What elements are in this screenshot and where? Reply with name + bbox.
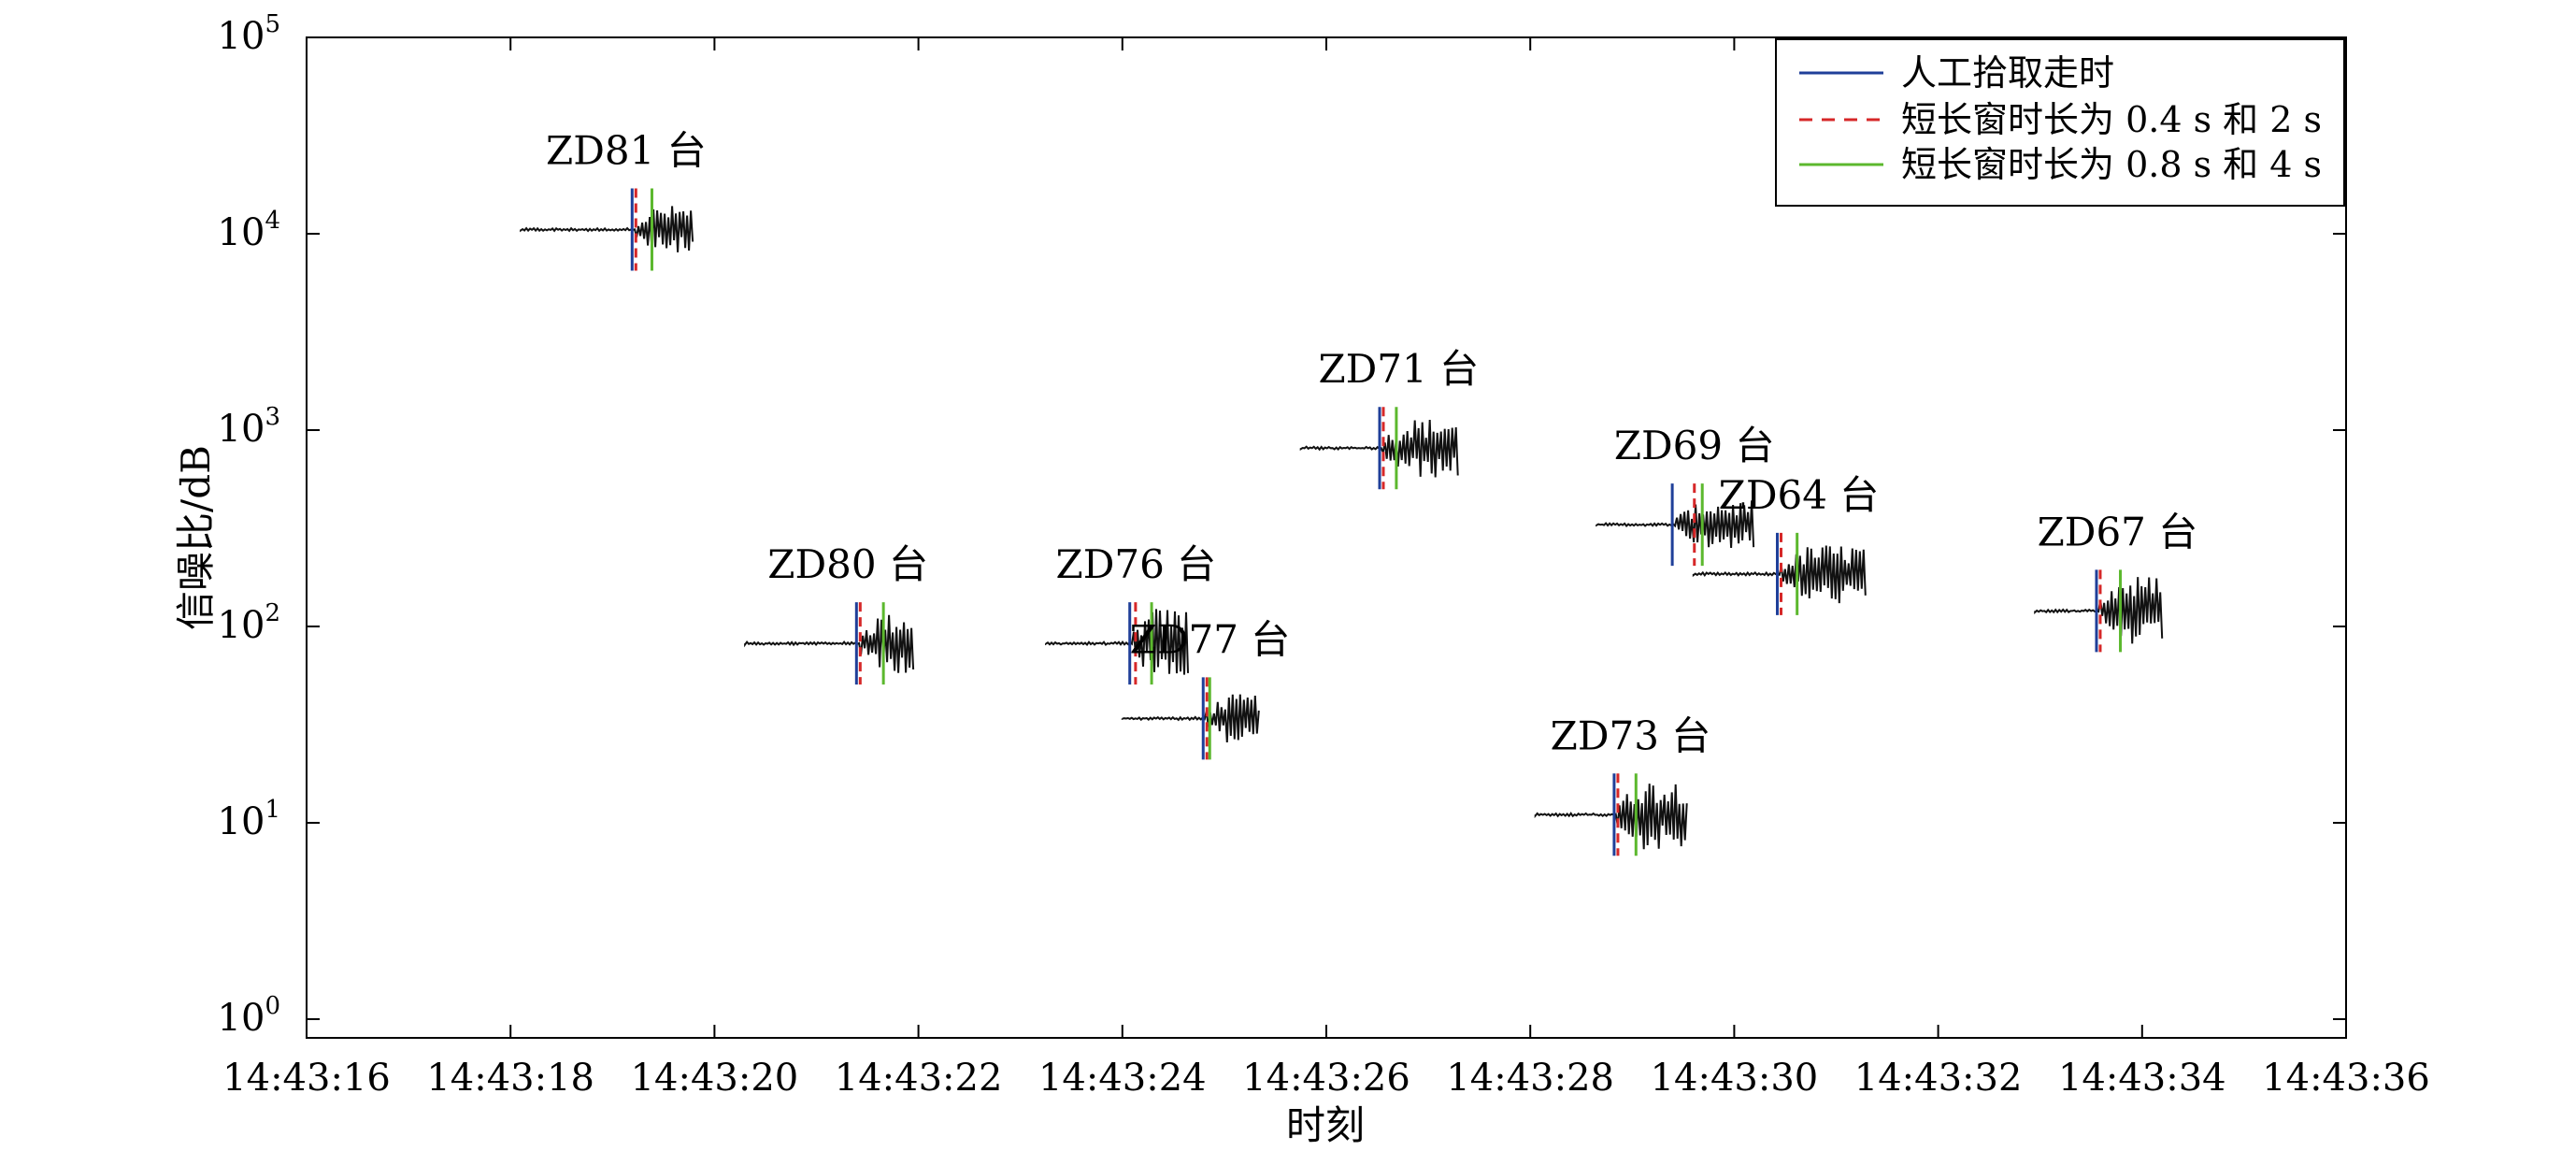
x-tick-label: 14:43:28: [1446, 1057, 1614, 1100]
y-axis-title: 信噪比/dB: [173, 445, 219, 630]
axis-ticks: 14:43:16 14:43:18 14:43:20 14:43:22 14:43:24…: [218, 10, 2430, 1100]
y-tick-label: 100: [218, 992, 280, 1040]
x-tick-label: 14:43:30: [1651, 1057, 1819, 1100]
station-label: ZD81 台: [546, 128, 707, 174]
legend-label-sta08: 短长窗时长为 0.8 s 和 4 s: [1901, 144, 2322, 185]
station-label: ZD69 台: [1614, 423, 1775, 468]
y-tick-label: 104: [218, 207, 280, 254]
station-waveforms: [520, 206, 2164, 850]
legend-box: [1775, 38, 2345, 207]
station-labels: ZD81 台 ZD80 台 ZD76 台 ZD77 台 ZD71 台 ZD73 台 ZD69…: [546, 128, 2197, 759]
x-tick-label: 14:43:18: [426, 1057, 594, 1100]
y-tick-label: 105: [218, 10, 280, 58]
station-label: ZD64 台: [1719, 472, 1880, 518]
x-axis-title: 时刻: [1286, 1102, 1365, 1148]
waveform-6: [1596, 500, 1755, 549]
station-label: ZD71 台: [1318, 346, 1479, 392]
x-tick-label: 14:43:16: [222, 1057, 391, 1100]
x-tick-label: 14:43:32: [1854, 1057, 2023, 1100]
station-label: ZD73 台: [1551, 712, 1711, 758]
y-tick-label: 101: [218, 796, 280, 843]
y-tick-label: 102: [218, 599, 280, 647]
waveform-2: [1045, 609, 1189, 675]
legend-label-sta04: 短长窗时长为 0.4 s 和 2 s: [1901, 99, 2322, 140]
station-label: ZD77 台: [1130, 616, 1291, 662]
waveform-7: [1692, 545, 1867, 604]
station-label: ZD67 台: [2038, 509, 2198, 554]
x-tick-label: 14:43:22: [835, 1057, 1003, 1100]
waveform-8: [2034, 577, 2164, 644]
waveform-3: [1121, 694, 1260, 743]
x-tick-label: 14:43:36: [2262, 1057, 2430, 1100]
legend: 人工拾取走时 短长窗时长为 0.4 s 和 2 s 短长窗时长为 0.8 s 和…: [1775, 38, 2345, 207]
waveform-5: [1534, 784, 1688, 850]
legend-label-manual: 人工拾取走时: [1901, 52, 2114, 94]
x-tick-label: 14:43:24: [1038, 1057, 1207, 1100]
x-tick-label: 14:43:34: [2058, 1057, 2226, 1100]
x-tick-label: 14:43:26: [1242, 1057, 1410, 1100]
waveform-0: [520, 206, 694, 252]
x-tick-label: 14:43:20: [631, 1057, 799, 1100]
station-label: ZD76 台: [1056, 541, 1217, 587]
pick-markers: [630, 188, 2123, 856]
station-label: ZD80 台: [767, 541, 928, 587]
y-tick-label: 103: [218, 403, 280, 451]
waveform-1: [744, 614, 915, 673]
